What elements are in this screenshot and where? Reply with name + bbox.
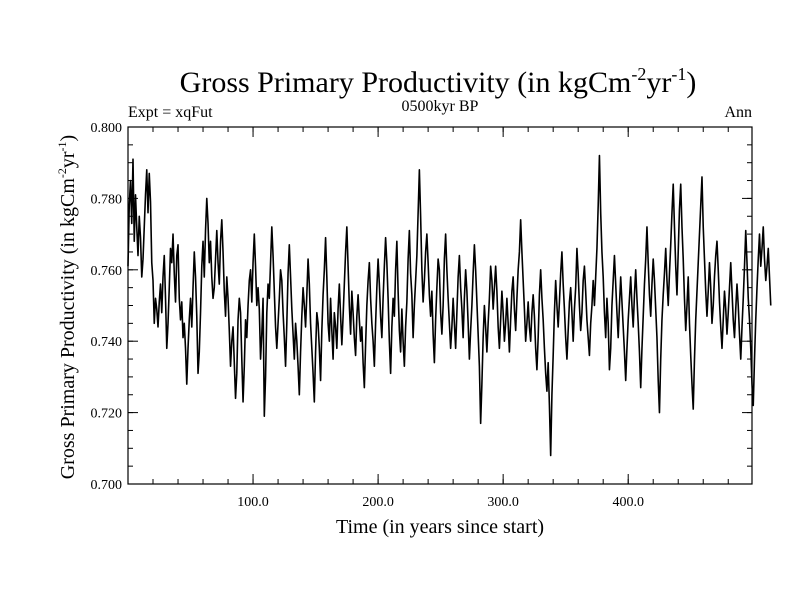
y-tick-label: 0.760 <box>91 264 123 279</box>
y-tick-label: 0.740 <box>91 335 123 350</box>
chart-title: Gross Primary Productivity (in kgCm-2yr-… <box>180 64 697 99</box>
x-tick-label: 300.0 <box>487 495 519 510</box>
x-axis-label: Time (in years since start) <box>336 516 544 538</box>
y-tick-label: 0.800 <box>91 121 123 136</box>
series-line-gpp <box>127 154 772 457</box>
x-tick-label: 400.0 <box>612 495 644 510</box>
plot-frame <box>127 126 753 485</box>
axis-tick-labels: 100.0 200.0 300.0 400.0 0.700 0.720 0.740 0.760… <box>91 121 644 510</box>
x-tick-label: 200.0 <box>362 495 394 510</box>
y-tick-label: 0.700 <box>91 478 123 493</box>
y-tick-label: 0.720 <box>91 407 123 422</box>
season-label: Ann <box>724 104 752 121</box>
experiment-label: Expt = xqFut <box>128 104 213 121</box>
period-label: 0500kyr BP <box>402 98 479 115</box>
x-tick-label: 100.0 <box>237 495 269 510</box>
y-axis-label: Gross Primary Productivity (in kgCm-2yr-… <box>55 135 79 479</box>
axis-ticks <box>127 126 752 485</box>
y-tick-label: 0.780 <box>91 192 123 207</box>
